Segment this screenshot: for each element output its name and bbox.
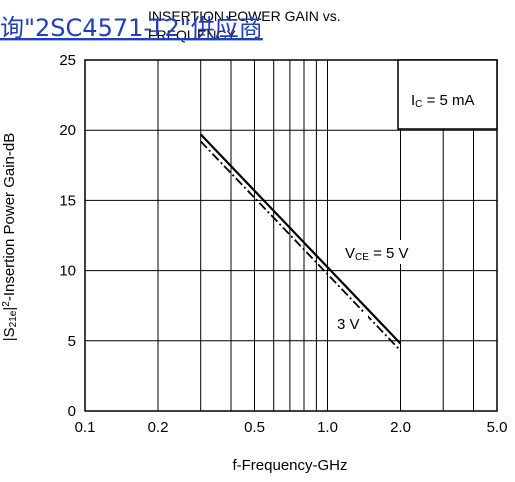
x-tick-label: 0.1 [75, 419, 96, 436]
series-label-3v-bg [334, 313, 368, 333]
x-tick-label: 0.2 [148, 419, 169, 436]
series-label-3v: 3 V [337, 316, 360, 333]
condition-label: IC = 5 mA [411, 92, 475, 110]
tick-labels: 0 5 10 15 20 25 0.1 0.2 0.5 1.0 2.0 5.0 [59, 52, 507, 436]
series-label-vce-5v: VCE = 5 V [345, 245, 409, 263]
y-tick-label: 25 [59, 52, 76, 69]
series-label-bg [343, 240, 433, 264]
y-tick-label: 5 [68, 333, 76, 350]
y-tick-label: 0 [68, 403, 76, 420]
chart-title-line-1: INSERTION POWER GAIN vs. [148, 8, 341, 24]
chart-title-line-2: FREQUENCY [148, 27, 237, 43]
x-tick-label: 2.0 [390, 419, 411, 436]
y-tick-label: 10 [59, 263, 76, 280]
x-axis-label: f-Frequency-GHz [232, 457, 347, 474]
y-tick-label: 20 [59, 122, 76, 139]
supplier-link[interactable]: 询"2SC4571-T2"供应商 [0, 14, 263, 42]
condition-box [397, 59, 498, 130]
plot-frame [84, 59, 498, 412]
y-tick-label: 15 [59, 192, 76, 209]
x-tick-label: 5.0 [487, 419, 508, 436]
series-line-vce-5v [199, 133, 402, 345]
y-axis-label: |S21e|2-Insertion Power Gain-dB [1, 133, 19, 341]
x-tick-label: 0.5 [244, 419, 265, 436]
x-tick-label: 1.0 [317, 419, 338, 436]
